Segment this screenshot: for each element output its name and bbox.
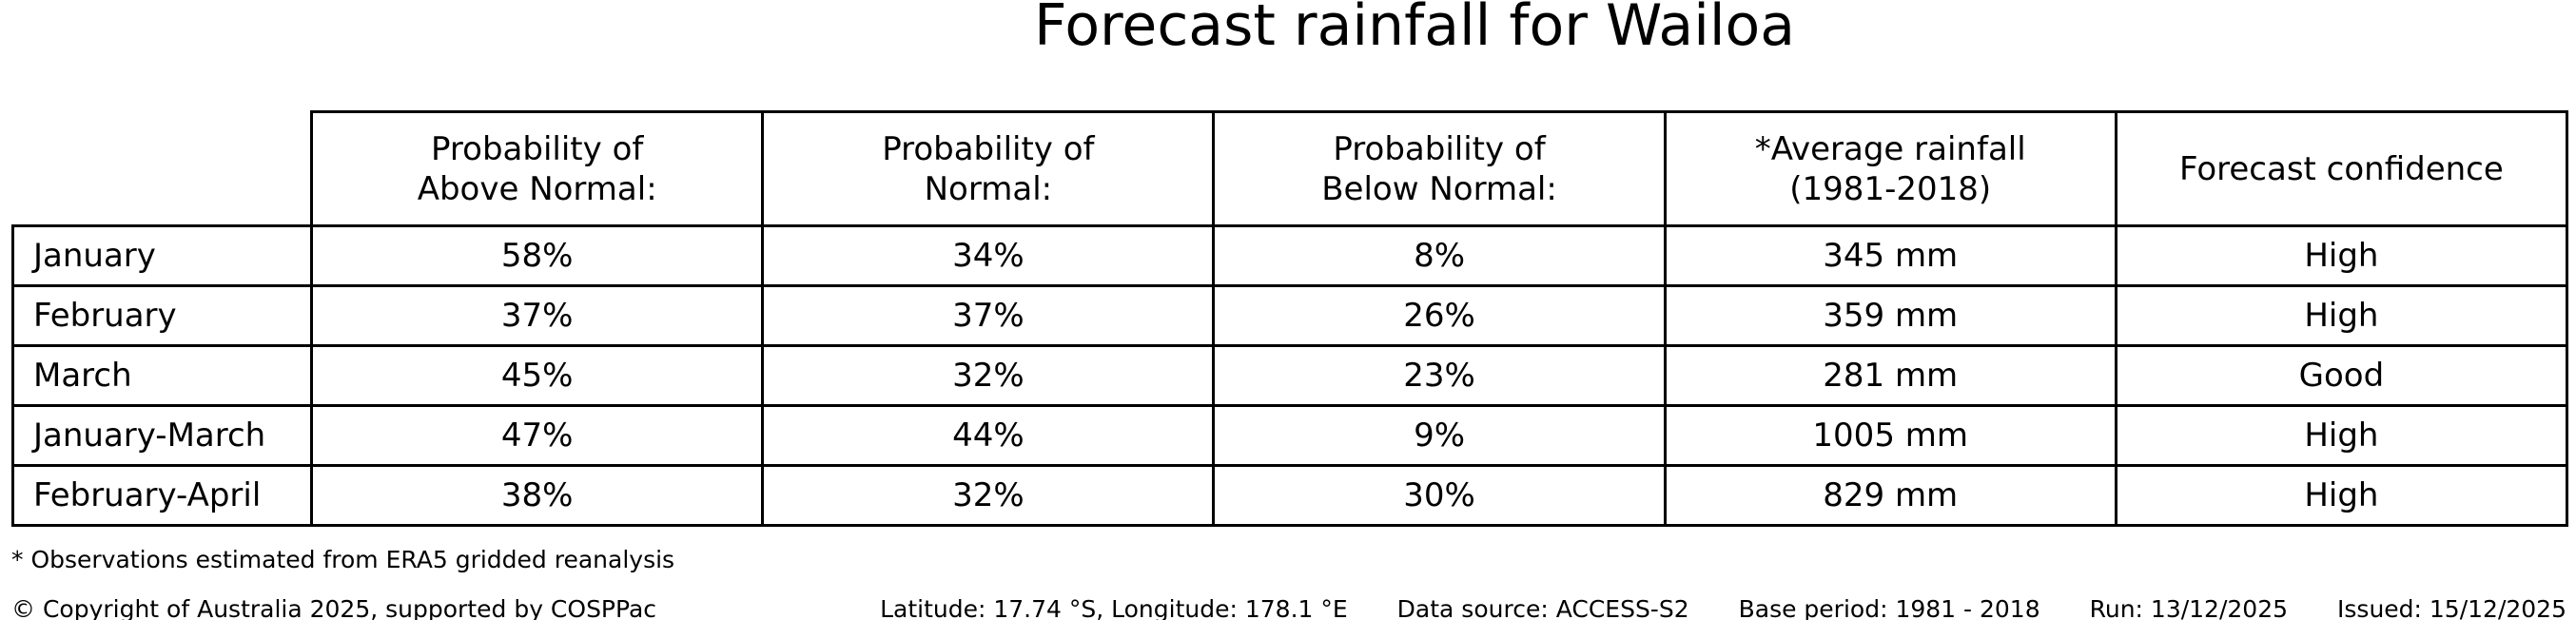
cell-average-rainfall: 1005 mm	[1663, 404, 2117, 467]
cell-above-normal: 47%	[310, 404, 765, 467]
data-source-text: Data source: ACCESS-S2	[1396, 595, 1689, 620]
col-header-average-rainfall: *Average rainfall (1981-2018)	[1663, 110, 2117, 227]
cell-average-rainfall: 345 mm	[1663, 224, 2117, 287]
table-header-row: Probability of Above Normal: Probability…	[12, 110, 2569, 227]
col-header-above-normal: Probability of Above Normal:	[310, 110, 765, 227]
cell-below-normal: 26%	[1212, 284, 1667, 347]
cell-normal: 32%	[761, 344, 1216, 407]
run-date-text: Run: 13/12/2025	[2089, 595, 2289, 620]
cell-average-rainfall: 359 mm	[1663, 284, 2117, 347]
issued-date-text: Issued: 15/12/2025	[2337, 595, 2566, 620]
cell-above-normal: 37%	[310, 284, 765, 347]
table-row: February 37% 37% 26% 359 mm High	[10, 284, 2569, 347]
cell-above-normal: 38%	[310, 464, 765, 527]
col-header-normal: Probability of Normal:	[761, 110, 1216, 227]
cell-normal: 34%	[761, 224, 1216, 287]
cell-above-normal: 58%	[310, 224, 765, 287]
cell-normal: 32%	[761, 464, 1216, 527]
table-row: January-March 47% 44% 9% 1005 mm High	[10, 404, 2569, 467]
cell-normal: 44%	[761, 404, 1216, 467]
row-label: March	[10, 344, 314, 407]
table-row: February-April 38% 32% 30% 829 mm High	[10, 464, 2569, 527]
cell-below-normal: 8%	[1212, 224, 1667, 287]
col-header-below-normal: Probability of Below Normal:	[1212, 110, 1667, 227]
cell-forecast-confidence: Good	[2114, 344, 2569, 407]
table-corner-blank	[12, 111, 312, 226]
table-row: March 45% 32% 23% 281 mm Good	[10, 344, 2569, 407]
row-label: January-March	[10, 404, 314, 467]
table-row: January 58% 34% 8% 345 mm High	[10, 224, 2569, 287]
page-title: Forecast rainfall for Wailoa	[1033, 0, 1796, 59]
row-label: February-April	[10, 464, 314, 527]
footer-status-line: © Copyright of Australia 2025, supported…	[11, 595, 2566, 620]
cell-forecast-confidence: High	[2114, 284, 2569, 347]
cell-below-normal: 23%	[1212, 344, 1667, 407]
copyright-text: © Copyright of Australia 2025, supported…	[11, 595, 657, 620]
cell-average-rainfall: 829 mm	[1663, 464, 2117, 527]
cell-forecast-confidence: High	[2114, 404, 2569, 467]
cell-below-normal: 30%	[1212, 464, 1667, 527]
cell-normal: 37%	[761, 284, 1216, 347]
row-label: February	[10, 284, 314, 347]
row-label: January	[10, 224, 314, 287]
cell-forecast-confidence: High	[2114, 464, 2569, 527]
cell-forecast-confidence: High	[2114, 224, 2569, 287]
observations-footnote: * Observations estimated from ERA5 gridd…	[11, 546, 675, 573]
cell-below-normal: 9%	[1212, 404, 1667, 467]
cell-average-rainfall: 281 mm	[1663, 344, 2117, 407]
forecast-table: Probability of Above Normal: Probability…	[10, 110, 2569, 527]
base-period-text: Base period: 1981 - 2018	[1738, 595, 2040, 620]
latitude-longitude-text: Latitude: 17.74 °S, Longitude: 178.1 °E	[880, 595, 1348, 620]
cell-above-normal: 45%	[310, 344, 765, 407]
col-header-forecast-confidence: Forecast confidence	[2114, 110, 2569, 227]
